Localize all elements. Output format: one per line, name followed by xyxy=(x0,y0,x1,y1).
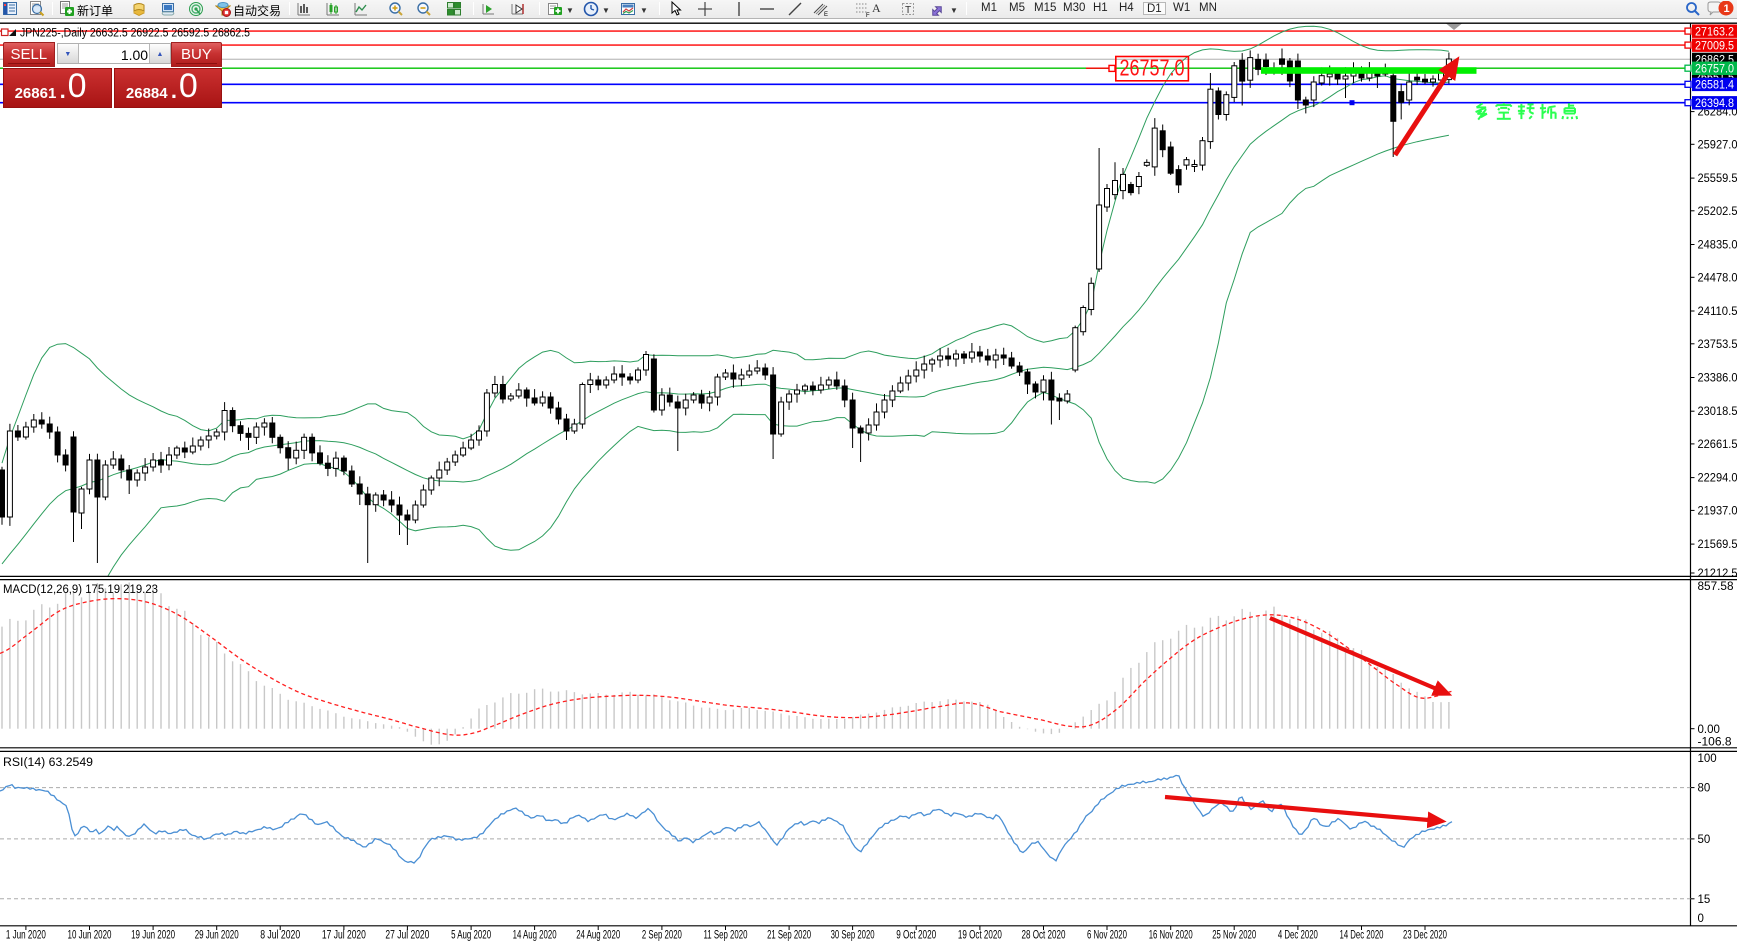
svg-text:MACD(12,26,9) 175.19 219.23: MACD(12,26,9) 175.19 219.23 xyxy=(3,584,158,596)
svg-text:11 Sep 2020: 11 Sep 2020 xyxy=(704,930,748,942)
svg-text:21212.5: 21212.5 xyxy=(1698,568,1737,580)
svg-text:6 Nov 2020: 6 Nov 2020 xyxy=(1087,930,1127,942)
svg-text:JPN225-,Daily 26632.5 26922.5: JPN225-,Daily 26632.5 26922.5 26592.5 26… xyxy=(20,28,250,40)
svg-text:0.00: 0.00 xyxy=(1698,724,1720,736)
svg-text:27 Jul 2020: 27 Jul 2020 xyxy=(385,930,429,942)
svg-text:26394.8: 26394.8 xyxy=(1695,98,1734,110)
svg-text:RSI(14) 63.2549: RSI(14) 63.2549 xyxy=(3,757,93,769)
svg-text:-106.8: -106.8 xyxy=(1698,737,1732,749)
svg-text:19 Oct 2020: 19 Oct 2020 xyxy=(958,930,1002,942)
svg-text:29 Jun 2020: 29 Jun 2020 xyxy=(195,930,239,942)
svg-text:100: 100 xyxy=(1698,753,1717,765)
svg-text:14 Aug 2020: 14 Aug 2020 xyxy=(513,930,557,942)
svg-text:80: 80 xyxy=(1698,783,1711,795)
svg-text:24 Aug 2020: 24 Aug 2020 xyxy=(576,930,620,942)
svg-text:26757.0: 26757.0 xyxy=(1695,63,1734,75)
svg-text:25 Nov 2020: 25 Nov 2020 xyxy=(1212,930,1256,942)
svg-text:4 Dec 2020: 4 Dec 2020 xyxy=(1278,930,1318,942)
svg-text:22661.5: 22661.5 xyxy=(1698,439,1737,451)
svg-text:15: 15 xyxy=(1698,894,1711,906)
svg-text:23753.5: 23753.5 xyxy=(1698,339,1737,351)
svg-text:21569.5: 21569.5 xyxy=(1698,539,1737,551)
svg-text:30 Sep 2020: 30 Sep 2020 xyxy=(831,930,875,942)
svg-text:14 Dec 2020: 14 Dec 2020 xyxy=(1340,930,1384,942)
svg-text:0: 0 xyxy=(1698,913,1704,925)
svg-text:10 Jun 2020: 10 Jun 2020 xyxy=(68,930,112,942)
svg-text:26581.4: 26581.4 xyxy=(1695,80,1735,92)
svg-text:5 Aug 2020: 5 Aug 2020 xyxy=(451,930,491,942)
svg-text:F: F xyxy=(866,13,870,17)
svg-text:26757.0: 26757.0 xyxy=(1120,55,1185,81)
svg-text:16 Nov 2020: 16 Nov 2020 xyxy=(1149,930,1193,942)
svg-text:9 Oct 2020: 9 Oct 2020 xyxy=(896,930,936,942)
svg-text:27009.5: 27009.5 xyxy=(1695,40,1734,52)
svg-text:8 Jul 2020: 8 Jul 2020 xyxy=(260,930,300,942)
svg-text:28 Oct 2020: 28 Oct 2020 xyxy=(1022,930,1066,942)
svg-text:25927.0: 25927.0 xyxy=(1698,139,1737,151)
svg-text:24835.0: 24835.0 xyxy=(1698,240,1737,252)
svg-text:24110.5: 24110.5 xyxy=(1698,306,1737,318)
svg-text:857.58: 857.58 xyxy=(1698,581,1734,593)
svg-text:T: T xyxy=(905,5,911,16)
svg-text:24478.0: 24478.0 xyxy=(1698,272,1737,284)
svg-text:1 Jun 2020: 1 Jun 2020 xyxy=(6,930,46,942)
svg-text:23386.0: 23386.0 xyxy=(1698,373,1737,385)
svg-text:21937.0: 21937.0 xyxy=(1698,505,1737,517)
svg-text:21 Sep 2020: 21 Sep 2020 xyxy=(767,930,811,942)
svg-text:27163.2: 27163.2 xyxy=(1695,26,1734,38)
svg-text:E: E xyxy=(824,12,828,17)
svg-text:1: 1 xyxy=(1724,3,1730,15)
svg-text:2 Sep 2020: 2 Sep 2020 xyxy=(642,930,682,942)
svg-text:25559.5: 25559.5 xyxy=(1698,173,1737,185)
svg-text:50: 50 xyxy=(1698,834,1711,846)
svg-text:19 Jun 2020: 19 Jun 2020 xyxy=(131,930,175,942)
svg-text:17 Jul 2020: 17 Jul 2020 xyxy=(322,930,366,942)
svg-text:23 Dec 2020: 23 Dec 2020 xyxy=(1403,930,1447,942)
svg-text:22294.0: 22294.0 xyxy=(1698,473,1737,485)
svg-text:23018.5: 23018.5 xyxy=(1698,406,1737,418)
svg-text:25202.5: 25202.5 xyxy=(1698,206,1737,218)
